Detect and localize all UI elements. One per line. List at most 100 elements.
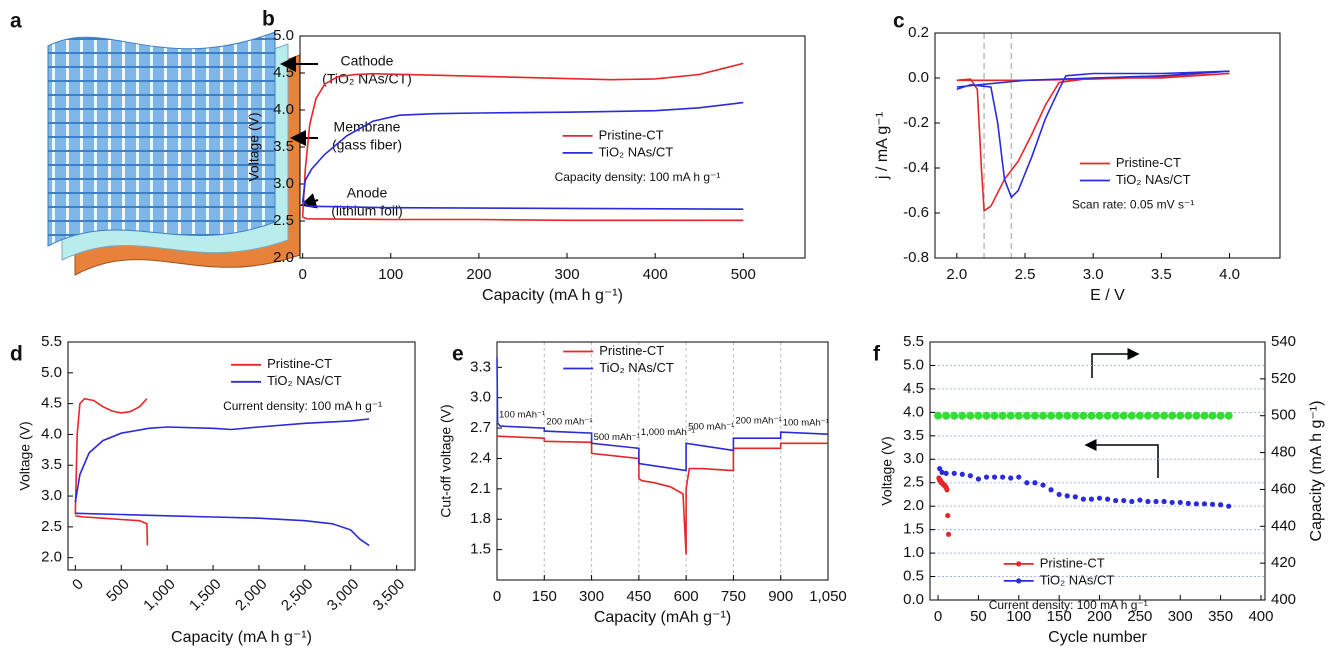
data-line [301, 198, 744, 210]
data-point [1193, 501, 1199, 507]
x-tick-label: 350 [1208, 608, 1233, 625]
legend-label: Pristine-CT [267, 356, 332, 371]
annotation: Scan rate: 0.05 mV s⁻¹ [1072, 198, 1194, 212]
data-point [944, 487, 950, 493]
x-tick-label: 400 [643, 266, 668, 283]
legend-label: Pristine-CT [1040, 555, 1105, 570]
data-point [1030, 411, 1039, 420]
data-point [1072, 494, 1078, 500]
data-point [1080, 496, 1086, 502]
rate-label: 100 mAh⁻¹ [783, 418, 829, 429]
y-tick-label: 2.1 [470, 480, 491, 497]
data-point [1040, 482, 1046, 488]
data-point [1111, 411, 1120, 420]
y-tick-label: 2.0 [903, 497, 924, 514]
y-tick-label: -0.8 [903, 249, 929, 266]
x-tick-label: 900 [768, 588, 793, 605]
data-point [942, 411, 951, 420]
x-tick-label: 2,000 [232, 576, 271, 615]
y-axis-label: j / mA g⁻¹ [874, 112, 891, 180]
data-point [1137, 497, 1143, 503]
arrow [300, 193, 319, 209]
data-point [1224, 411, 1233, 420]
x-tick-label: 3.5 [1151, 266, 1172, 283]
data-point [983, 474, 990, 480]
data-line [301, 62, 744, 218]
data-line [956, 70, 1230, 199]
y-tick-label: 3.0 [903, 450, 924, 467]
layer-name: Cathode [341, 53, 394, 69]
y-tick-label: 3.0 [41, 487, 62, 504]
data-point [1119, 411, 1128, 420]
data-point [1079, 411, 1088, 420]
data-line [956, 72, 1230, 213]
x-tick-label: 0 [298, 266, 306, 283]
x-axis-label: Cycle number [1048, 629, 1147, 646]
x-tick-label: 0 [493, 588, 501, 605]
data-point [1209, 501, 1216, 507]
data-point [1006, 411, 1015, 420]
data-point [1121, 497, 1127, 504]
y-tick-label: 5.0 [903, 356, 924, 373]
x-tick-label: 0 [934, 608, 942, 625]
data-point [1048, 487, 1054, 493]
layer-name: Membrane [334, 119, 401, 135]
chart-panel: c 2.0 2.5 3.0 3.5 4.0 -0.8 -0.6 -0.4 -0.2 0.0 0.2 E … [874, 10, 1281, 304]
x-tick-label: 250 [1127, 608, 1152, 625]
data-point [1160, 411, 1169, 420]
legend-marker [1016, 561, 1022, 567]
data-point [959, 471, 965, 477]
data-point [1176, 411, 1185, 420]
plot-frame [67, 341, 416, 571]
data-point [1113, 497, 1119, 504]
data-point [975, 476, 982, 482]
data-point [1135, 411, 1144, 420]
rate-label: 1,000 mAh⁻¹ [641, 427, 695, 438]
y-axis-label: Voltage (V) [246, 112, 262, 181]
data-point [1071, 411, 1080, 420]
data-point [1152, 411, 1161, 420]
y-tick-label: 1.5 [470, 541, 491, 558]
x-tick-label: 600 [674, 588, 699, 605]
y-tick-label: 5.0 [273, 27, 294, 44]
data-point [974, 411, 983, 420]
data-point [998, 411, 1007, 420]
data-point [1161, 498, 1167, 505]
legend-label: TiO₂ NAs/CT [599, 144, 674, 159]
data-point [1056, 491, 1062, 498]
y-tick-label: 2.0 [41, 549, 62, 566]
diagram: a Cathode (TiO₂ NAs/CT) Membrane (gass f… [10, 10, 412, 276]
data-point [1088, 496, 1095, 502]
legend-label: TiO₂ NAs/CT [267, 373, 342, 388]
panel-label: d [10, 343, 23, 366]
layer-detail: (lithium foil) [331, 203, 403, 219]
axis-arrow [1084, 439, 1159, 478]
y2-tick-label: 460 [1271, 480, 1296, 497]
y2-tick-label: 400 [1271, 591, 1296, 608]
data-point [958, 411, 967, 420]
data-point [1208, 411, 1217, 420]
x-tick-label: 500 [731, 266, 756, 283]
x-tick-label: 2.0 [946, 266, 967, 283]
x-tick-label: 2,500 [278, 576, 317, 615]
x-tick-label: 1,000 [140, 576, 179, 615]
y2-tick-label: 520 [1271, 370, 1296, 387]
x-tick-label: 200 [1087, 608, 1112, 625]
x-tick-label: 3,000 [324, 576, 363, 615]
rate-label: 500 mAh⁻¹ [594, 432, 640, 443]
panel-label: b [262, 8, 275, 31]
chart-panel: f 0 50 100 150 200 250 300 350 400 0.0 0.5 1.0 1.5 2.0… [873, 333, 1325, 646]
layer-detail: (gass fiber) [332, 137, 402, 153]
x-tick-label: 1,050 [809, 588, 847, 605]
data-point [937, 466, 943, 472]
data-point [945, 531, 952, 537]
legend-label: Pristine-CT [599, 127, 664, 142]
axis-arrow [1091, 348, 1140, 378]
legend-label: Pristine-CT [1116, 155, 1181, 170]
x-tick-label: 0 [69, 576, 87, 594]
y2-axis-label: Capacity (mA h g⁻¹) [1308, 401, 1325, 542]
data-point [1185, 500, 1191, 506]
data-point [951, 470, 957, 476]
plot-frame [496, 341, 829, 581]
y-tick-label: 5.0 [41, 364, 62, 381]
